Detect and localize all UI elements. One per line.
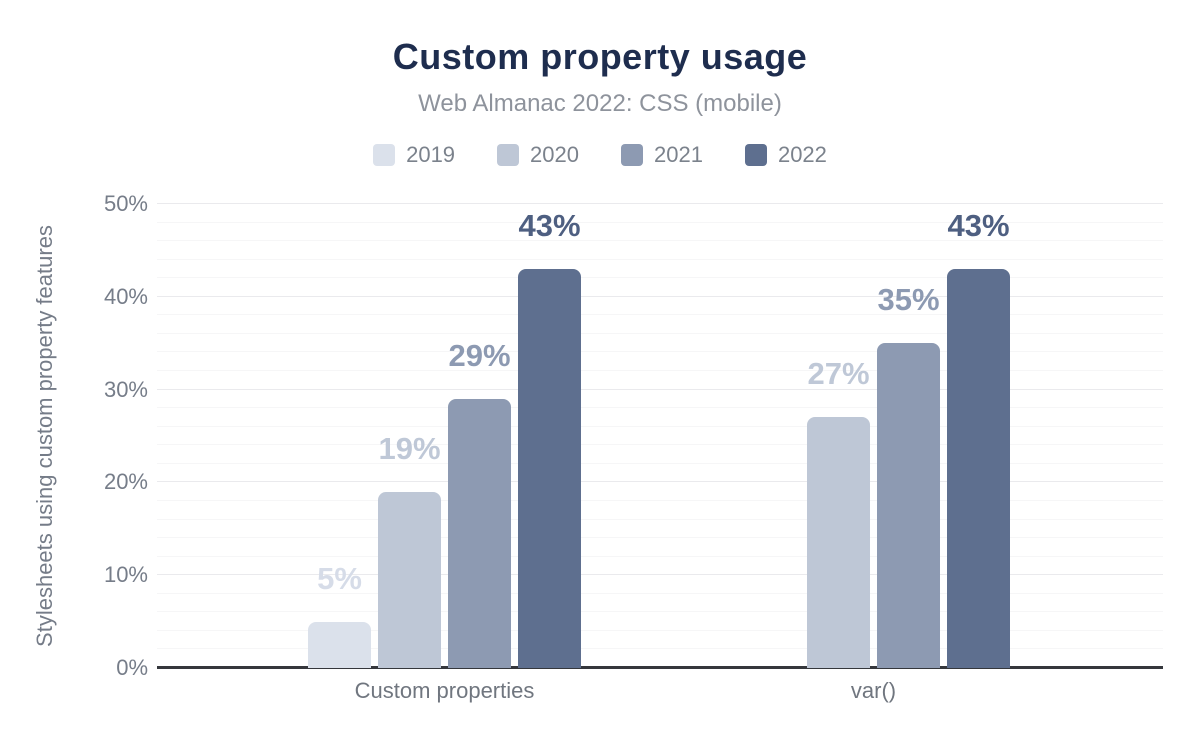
legend-label: 2020 <box>530 142 579 167</box>
legend-item-2022: 2022 <box>744 142 827 168</box>
minor-gridline <box>157 537 1163 539</box>
legend-item-2021: 2021 <box>621 142 703 168</box>
major-gridline <box>157 481 1163 483</box>
bar-value-label: 19% <box>378 430 441 466</box>
bar-2021-custom-properties <box>448 398 511 668</box>
minor-gridline <box>157 499 1163 501</box>
bar-value-label: 35% <box>877 282 940 318</box>
minor-gridline <box>157 555 1163 557</box>
legend-swatch-icon <box>621 144 643 166</box>
major-gridline <box>157 388 1163 390</box>
major-gridline <box>157 574 1163 576</box>
minor-gridline <box>157 444 1163 446</box>
minor-gridline <box>157 425 1163 427</box>
bar-2020-custom-properties <box>378 491 441 668</box>
minor-gridline <box>157 240 1163 242</box>
bar-2022-custom-properties <box>518 268 581 668</box>
chart-title: Custom property usage <box>392 36 808 77</box>
bar-2022-var- <box>947 268 1010 668</box>
legend-label: 2019 <box>406 142 456 167</box>
y-tick-label: 10% <box>103 562 148 588</box>
bar-value-label: 43% <box>947 207 1010 243</box>
y-tick-label: 50% <box>103 191 148 216</box>
y-axis-title: Stylesheets using custom property featur… <box>32 225 57 647</box>
bar-2021-var- <box>877 343 940 668</box>
bar-value-label: 29% <box>448 337 511 373</box>
minor-gridline <box>157 314 1163 316</box>
major-gridline <box>157 295 1163 297</box>
legend: 2019 2020 2021 2022 <box>0 142 1200 168</box>
legend-label: 2021 <box>654 142 703 167</box>
minor-gridline <box>157 277 1163 279</box>
x-axis-line <box>157 666 1163 669</box>
x-tick-label: Custom properties <box>354 678 535 703</box>
legend-item-2020: 2020 <box>497 142 579 168</box>
minor-gridline <box>157 518 1163 520</box>
plot-area: 5% 19% 27% 29% 35% 43% 43% <box>157 203 1163 669</box>
bar-value-label: 27% <box>807 356 870 392</box>
minor-gridline <box>157 332 1163 334</box>
y-tick-label: 20% <box>103 469 148 495</box>
major-gridline <box>157 203 1163 204</box>
legend-swatch-icon <box>497 144 520 166</box>
minor-gridline <box>157 221 1163 223</box>
chart-subtitle: Web Almanac 2022: CSS (mobile) <box>418 90 782 117</box>
bar-2020-var- <box>807 417 870 668</box>
minor-gridline <box>157 407 1163 409</box>
legend-swatch-icon <box>373 144 396 166</box>
legend-item-2019: 2019 <box>373 142 455 168</box>
minor-gridline <box>157 648 1163 650</box>
minor-gridline <box>157 629 1163 631</box>
minor-gridline <box>157 592 1163 594</box>
bar-2019-custom-properties <box>308 621 371 668</box>
legend-swatch-icon <box>744 144 767 166</box>
legend-label: 2022 <box>777 142 827 167</box>
y-tick-label: 30% <box>103 376 148 402</box>
minor-gridline <box>157 351 1163 353</box>
bar-value-label: 5% <box>317 560 362 596</box>
minor-gridline <box>157 462 1163 464</box>
minor-gridline <box>157 370 1163 372</box>
bar-value-label: 43% <box>518 207 581 243</box>
x-tick-label: var() <box>850 678 897 703</box>
y-tick-label: 0% <box>116 655 148 680</box>
y-tick-label: 40% <box>103 283 148 309</box>
minor-gridline <box>157 611 1163 613</box>
minor-gridline <box>157 258 1163 260</box>
